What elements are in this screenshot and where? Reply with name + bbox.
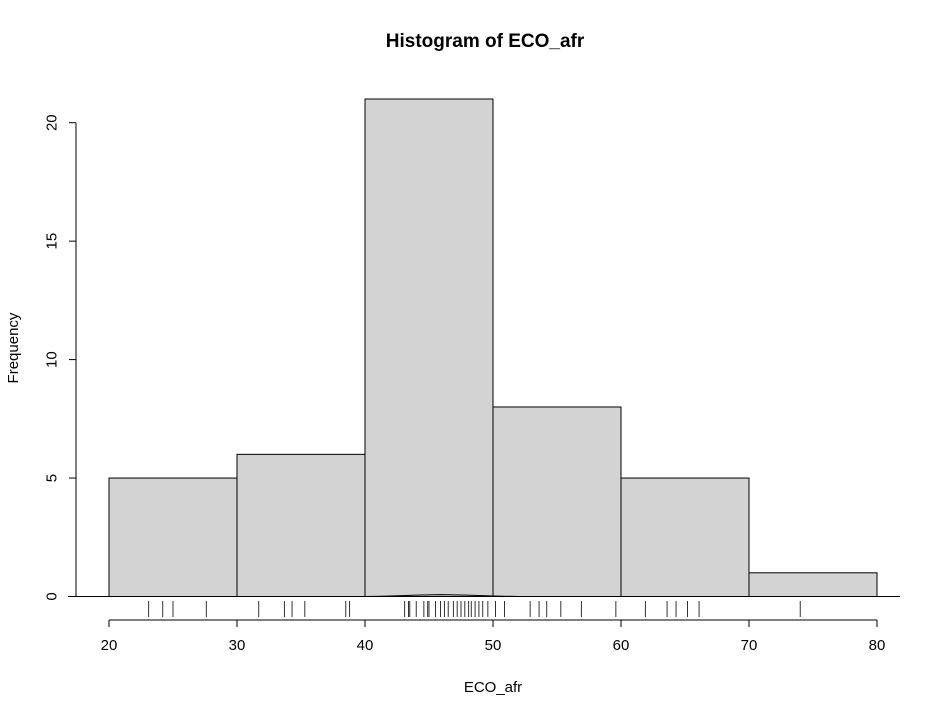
histogram-bar-5 (748, 572, 878, 597)
x-tick-label-2: 40 (357, 637, 374, 654)
rug-group (148, 601, 801, 617)
histogram-bar-3 (492, 406, 622, 597)
histogram-bar-4 (620, 477, 750, 597)
x-tick-label-6: 80 (869, 637, 886, 654)
x-tick-label-0: 20 (101, 637, 118, 654)
y-tick-label-4: 20 (44, 114, 61, 131)
x-tick-label-1: 30 (229, 637, 246, 654)
x-tick-label-3: 50 (485, 637, 502, 654)
y-tick-label-2: 10 (44, 351, 61, 368)
density-curve-group (364, 594, 519, 597)
x-tick-label-5: 70 (741, 637, 758, 654)
chart-title: Histogram of ECO_afr (386, 31, 585, 52)
x-axis-label: ECO_afr (464, 679, 522, 696)
y-tick-label-1: 5 (44, 474, 61, 482)
y-tick-label-0: 0 (44, 592, 61, 600)
y-axis: 0 5 10 15 20 (44, 114, 77, 601)
histogram-bar-0 (108, 477, 238, 597)
y-tick-label-3: 15 (44, 233, 61, 250)
bars-group (68, 98, 900, 597)
y-axis-label: Frequency (5, 312, 22, 383)
density-curve (364, 594, 519, 597)
x-axis: 20 30 40 50 60 70 80 (101, 619, 886, 654)
histogram-bar-2 (364, 98, 494, 597)
x-tick-label-4: 60 (613, 637, 630, 654)
histogram-bar-1 (236, 453, 366, 597)
